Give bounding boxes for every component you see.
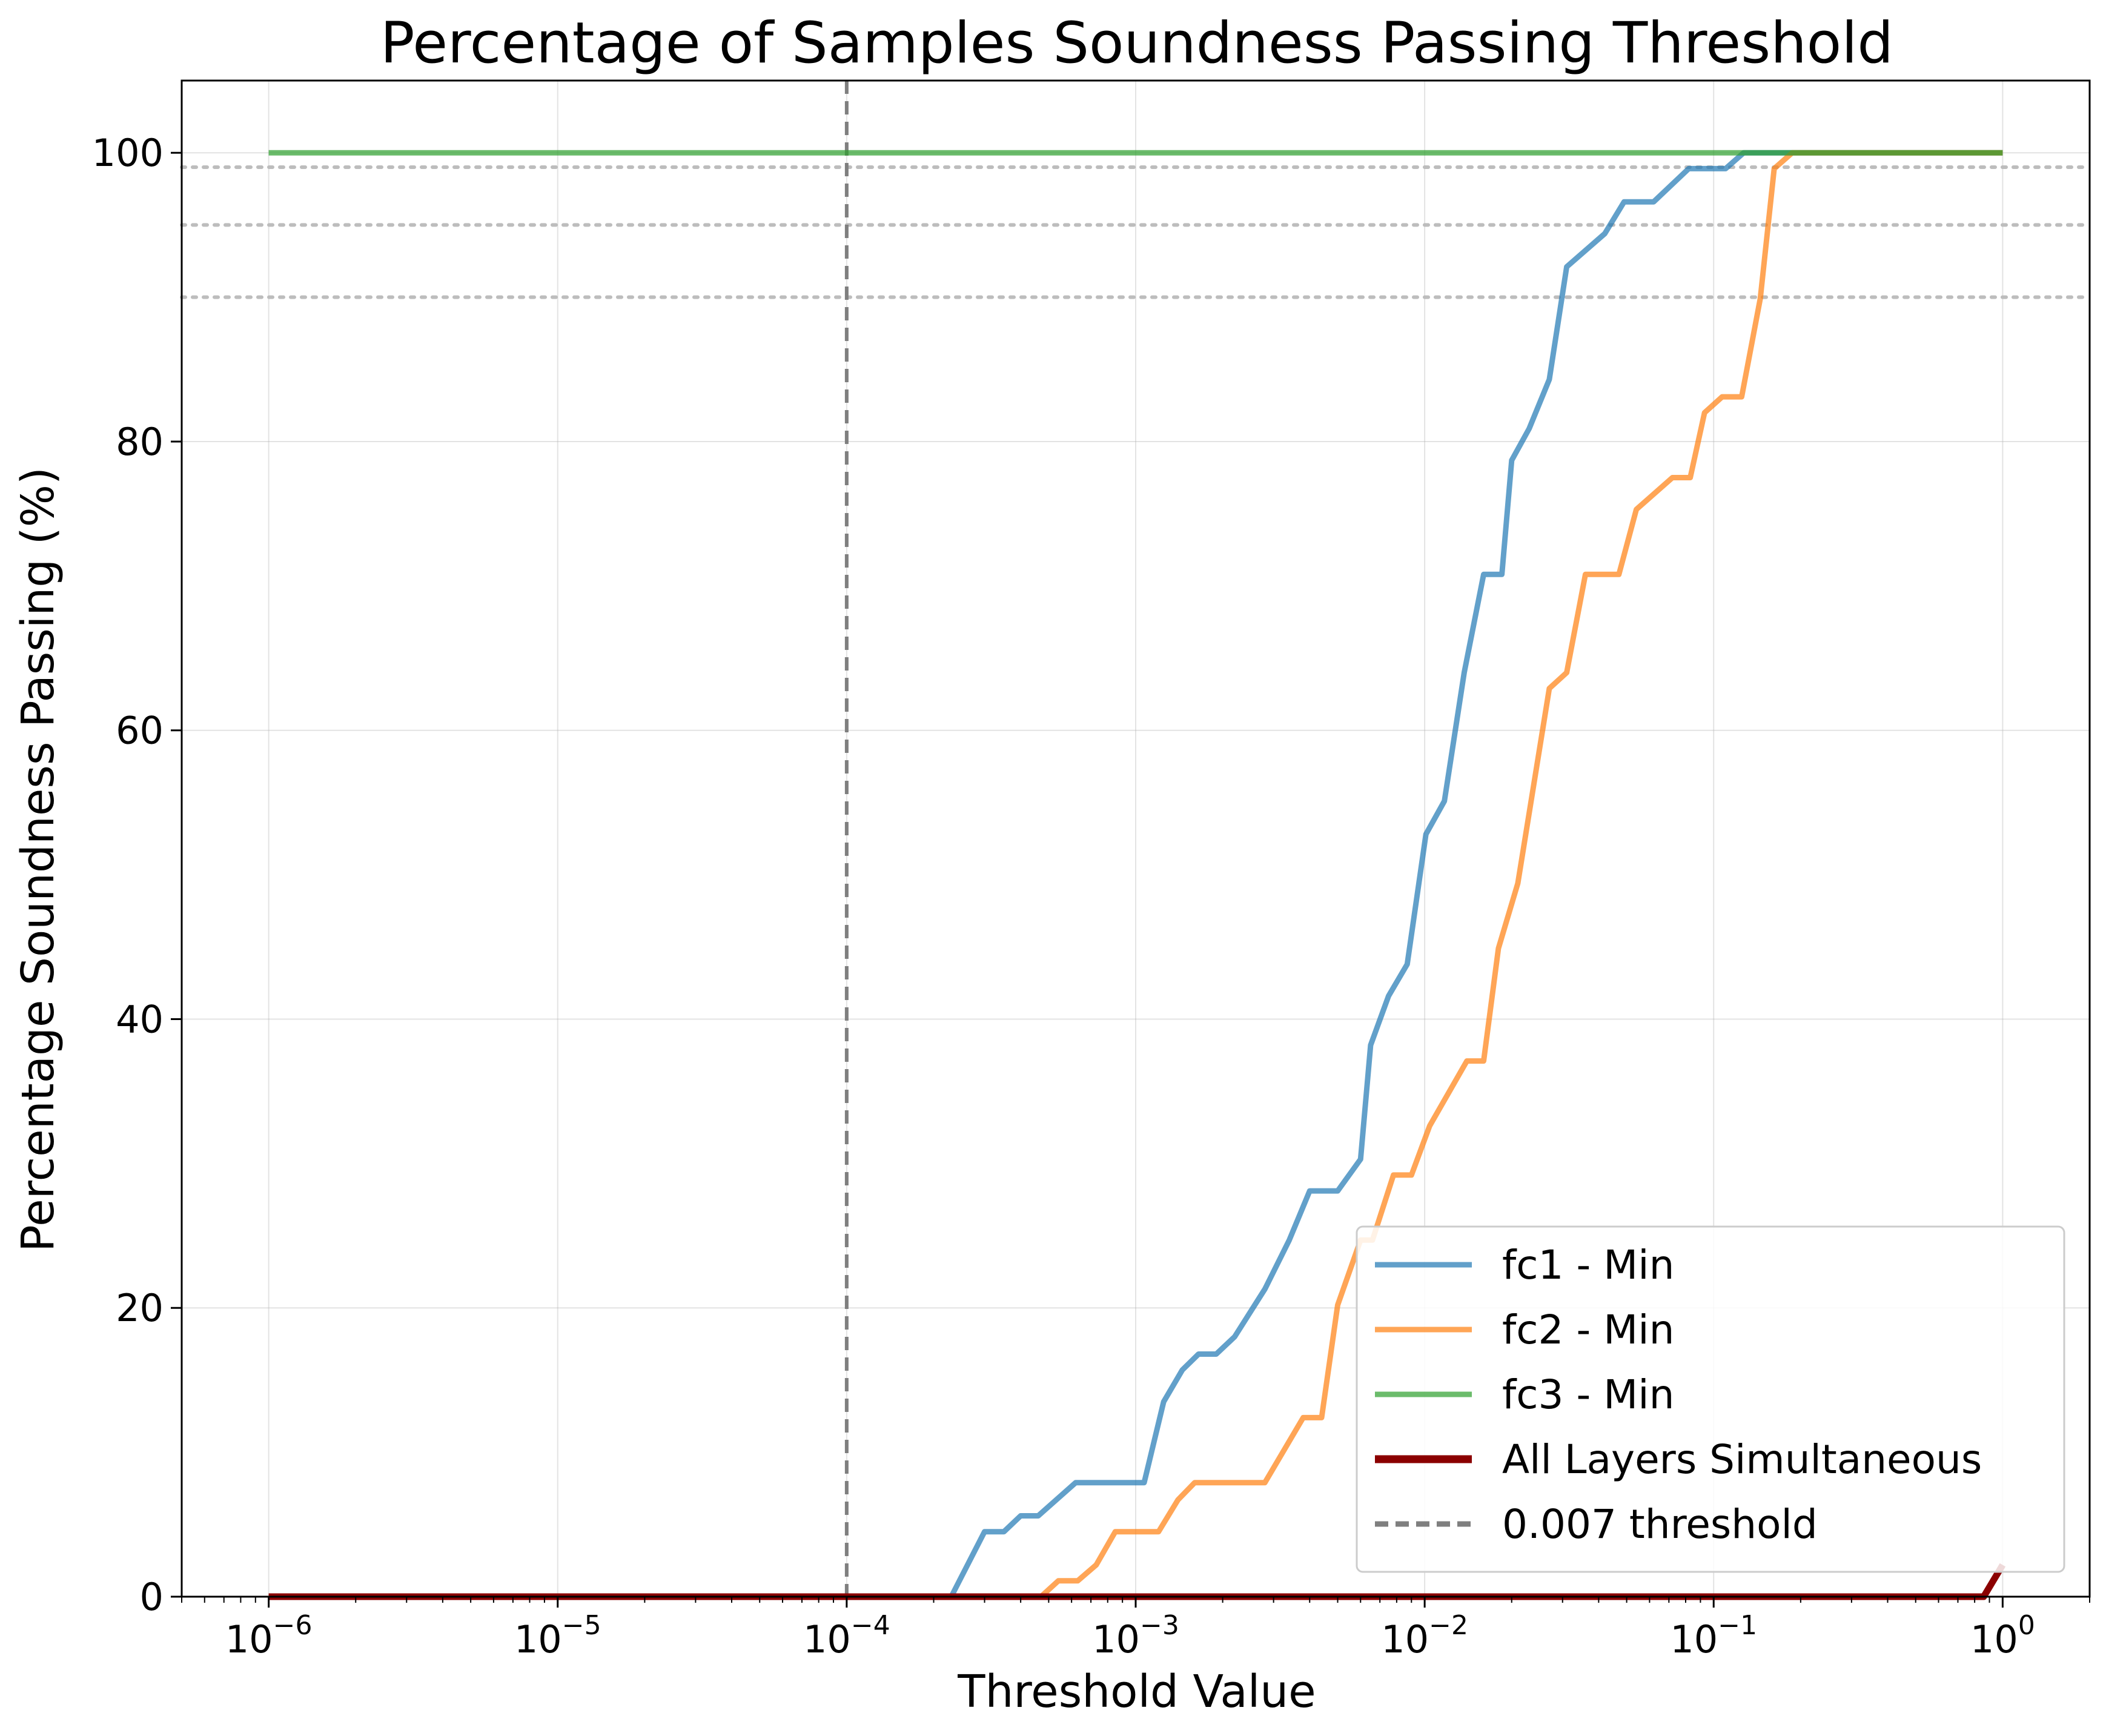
y-tick-label: 20 <box>116 1286 164 1330</box>
x-tick-exponent: −3 <box>1140 1610 1179 1641</box>
x-tick-label: 10−1 <box>1670 1610 1757 1661</box>
y-axis: 0 20 40 60 80 100 <box>92 131 182 1619</box>
legend-box <box>1356 1225 2065 1573</box>
x-tick-exponent: −1 <box>1718 1610 1757 1641</box>
legend-label: fc1 - Min <box>1502 1242 1674 1288</box>
y-tick-label: 60 <box>116 709 164 753</box>
reference-lines <box>180 81 2091 1597</box>
x-tick-label: 10−5 <box>514 1610 601 1661</box>
x-axis-title: Threshold Value <box>957 1666 1316 1718</box>
x-tick-label: 10−3 <box>1092 1610 1179 1661</box>
y-tick-label: 40 <box>116 997 164 1041</box>
x-tick-exponent: −2 <box>1429 1610 1468 1641</box>
series-line-fc2-min <box>268 150 2003 1600</box>
x-tick-label: 10−6 <box>225 1610 313 1661</box>
y-tick-label: 80 <box>116 420 164 464</box>
x-tick-exponent: −6 <box>273 1610 313 1641</box>
x-tick-exponent: −5 <box>562 1610 601 1641</box>
legend-label: 0.007 threshold <box>1502 1501 1818 1548</box>
legend-label: fc3 - Min <box>1502 1371 1674 1418</box>
x-axis: 10−6 10−5 10−4 10−3 10−2 10−1 100 <box>181 1597 2090 1661</box>
x-tick-label: 10−4 <box>803 1610 890 1661</box>
y-tick-label: 100 <box>92 131 164 175</box>
legend-label: All Layers Simultaneous <box>1502 1436 1982 1483</box>
x-tick-label: 10−2 <box>1381 1610 1468 1661</box>
y-tick-label: 0 <box>140 1575 164 1619</box>
chart-title: Percentage of Samples Soundness Passing … <box>380 10 1893 76</box>
legend: fc1 - Min fc2 - Min fc3 - Min All Layers Si… <box>1356 1225 2065 1573</box>
x-tick-exponent: 0 <box>2018 1610 2035 1641</box>
legend-label: fc2 - Min <box>1502 1307 1674 1353</box>
x-tick-label: 100 <box>1970 1610 2035 1661</box>
x-tick-exponent: −4 <box>851 1610 890 1641</box>
series-line-fc1-min <box>268 150 2003 1600</box>
y-axis-title: Percentage Soundness Passing (%) <box>12 467 64 1252</box>
